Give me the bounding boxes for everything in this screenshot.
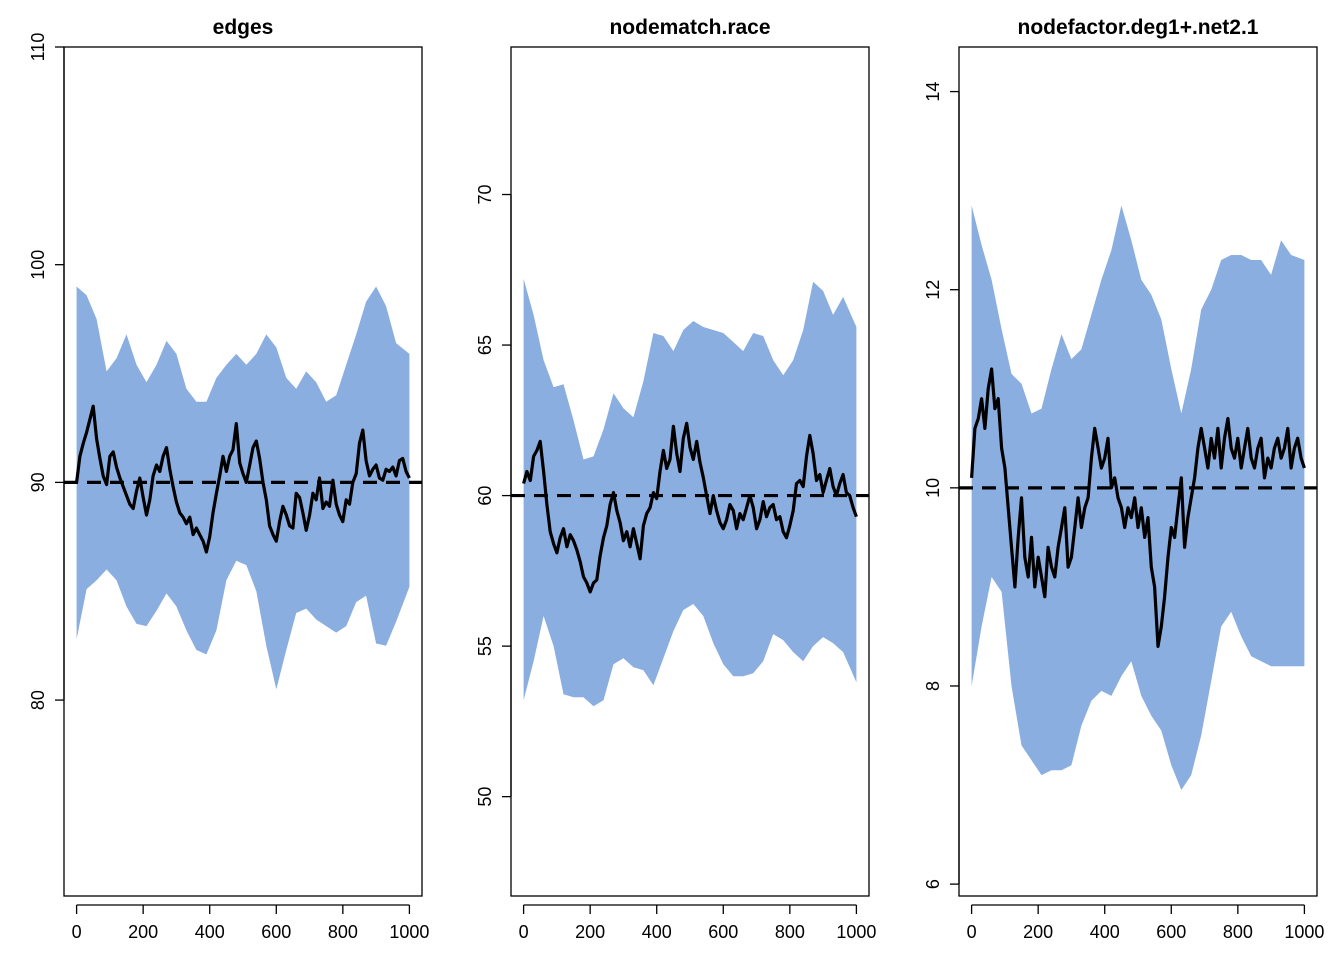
x-tick-label: 0 xyxy=(72,922,82,942)
y-tick-label: 90 xyxy=(28,472,48,492)
x-axis: 0 200 400 600 800 1000 xyxy=(967,905,1325,942)
y-tick-label: 60 xyxy=(475,486,495,506)
y-tick-label: 50 xyxy=(475,787,495,807)
x-tick-label: 1000 xyxy=(1284,922,1324,942)
x-tick-label: 600 xyxy=(261,922,291,942)
chart-panel-2: 0 200 400 600 800 1000 50 55 60 65 70 nodematch.rac… xyxy=(475,16,876,942)
x-tick-label: 800 xyxy=(1223,922,1253,942)
y-tick-label: 100 xyxy=(28,250,48,280)
panel-title: nodefactor.deg1+.net2.1 xyxy=(1018,16,1259,39)
x-tick-label: 400 xyxy=(642,922,672,942)
plot-area xyxy=(64,287,422,690)
y-tick-label: 6 xyxy=(923,879,943,889)
chart-panel-3: 0 200 400 600 800 1000 6 8 10 12 14 nodefactor.deg1… xyxy=(923,16,1324,942)
y-tick-label: 8 xyxy=(923,681,943,691)
x-tick-label: 1000 xyxy=(389,922,429,942)
x-tick-label: 0 xyxy=(519,922,529,942)
plot-area xyxy=(511,279,869,707)
x-tick-label: 1000 xyxy=(836,922,876,942)
y-axis: 80 90 100 110 xyxy=(28,33,64,710)
chart-panel-1: 0 200 400 600 800 1000 80 90 100 110 edges xyxy=(28,16,429,942)
y-tick-label: 14 xyxy=(923,82,943,102)
y-tick-label: 80 xyxy=(28,690,48,710)
x-tick-label: 400 xyxy=(1090,922,1120,942)
plot-area xyxy=(959,206,1317,791)
x-tick-label: 600 xyxy=(1156,922,1186,942)
x-tick-label: 400 xyxy=(195,922,225,942)
panel-title: edges xyxy=(213,16,274,39)
x-tick-label: 800 xyxy=(775,922,805,942)
x-tick-label: 800 xyxy=(328,922,358,942)
x-tick-label: 600 xyxy=(708,922,738,942)
y-axis: 50 55 60 65 70 xyxy=(475,185,511,807)
x-tick-label: 200 xyxy=(575,922,605,942)
y-tick-label: 70 xyxy=(475,185,495,205)
x-tick-label: 200 xyxy=(1023,922,1053,942)
x-axis: 0 200 400 600 800 1000 xyxy=(72,905,430,942)
x-axis: 0 200 400 600 800 1000 xyxy=(519,905,877,942)
y-tick-label: 65 xyxy=(475,335,495,355)
panel-title: nodematch.race xyxy=(609,16,770,39)
y-tick-label: 55 xyxy=(475,636,495,656)
simulation-band xyxy=(77,287,410,690)
y-axis: 6 8 10 12 14 xyxy=(923,82,959,890)
y-tick-label: 110 xyxy=(28,33,48,62)
y-tick-label: 10 xyxy=(923,478,943,498)
x-tick-label: 0 xyxy=(967,922,977,942)
y-tick-label: 12 xyxy=(923,280,943,300)
x-tick-label: 200 xyxy=(128,922,158,942)
simulation-band xyxy=(524,279,857,707)
